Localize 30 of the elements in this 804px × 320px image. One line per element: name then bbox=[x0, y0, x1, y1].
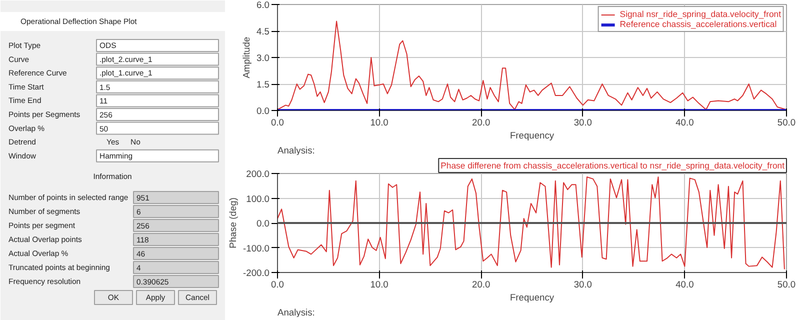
legend-label: Reference chassis_accelerations.vertical bbox=[620, 19, 777, 29]
x-tick-label: 20.0 bbox=[472, 118, 490, 128]
x-tick-label: 40.0 bbox=[676, 118, 694, 128]
y-axis-title: Phase (deg) bbox=[228, 198, 238, 248]
line-series bbox=[278, 176, 785, 270]
x-tick-label: 30.0 bbox=[574, 118, 592, 128]
x-tick-label: 50.0 bbox=[777, 118, 796, 128]
y-tick-label: 100.0 bbox=[246, 194, 270, 204]
y-tick-label: 3.0 bbox=[256, 53, 270, 63]
x-tick-label: 10.0 bbox=[370, 118, 388, 128]
y-tick-label: -100.0 bbox=[243, 243, 270, 254]
x-tick-label: 20.0 bbox=[472, 280, 490, 290]
y-tick-label: 0.0 bbox=[256, 106, 270, 116]
x-tick-label: 50.0 bbox=[777, 280, 796, 290]
x-tick-label: 0.0 bbox=[271, 118, 284, 128]
y-tick-label: 1.5 bbox=[256, 80, 270, 90]
legend-label: Signal nsr_ride_spring_data.velocity_front bbox=[620, 9, 781, 19]
series-label: Phase differene from chassis_accelerations.vertical to nsr_ride_spring_data.velocity_front bbox=[440, 160, 786, 170]
x-axis-title: Frequency bbox=[510, 130, 554, 140]
x-tick-label: 0.0 bbox=[271, 280, 284, 290]
x-tick-label: 10.0 bbox=[370, 280, 388, 290]
y-axis-title: Amplitude bbox=[242, 36, 252, 78]
y-tick-label: 6.0 bbox=[256, 0, 270, 10]
x-tick-label: 30.0 bbox=[574, 280, 592, 290]
x-tick-label: 40.0 bbox=[676, 280, 694, 290]
y-tick-label: -200.0 bbox=[243, 268, 270, 278]
x-axis-title: Frequency bbox=[510, 292, 554, 302]
y-tick-label: 0.0 bbox=[256, 218, 270, 228]
y-tick-label: 200.0 bbox=[246, 169, 270, 179]
y-tick-label: 4.5 bbox=[256, 26, 270, 36]
